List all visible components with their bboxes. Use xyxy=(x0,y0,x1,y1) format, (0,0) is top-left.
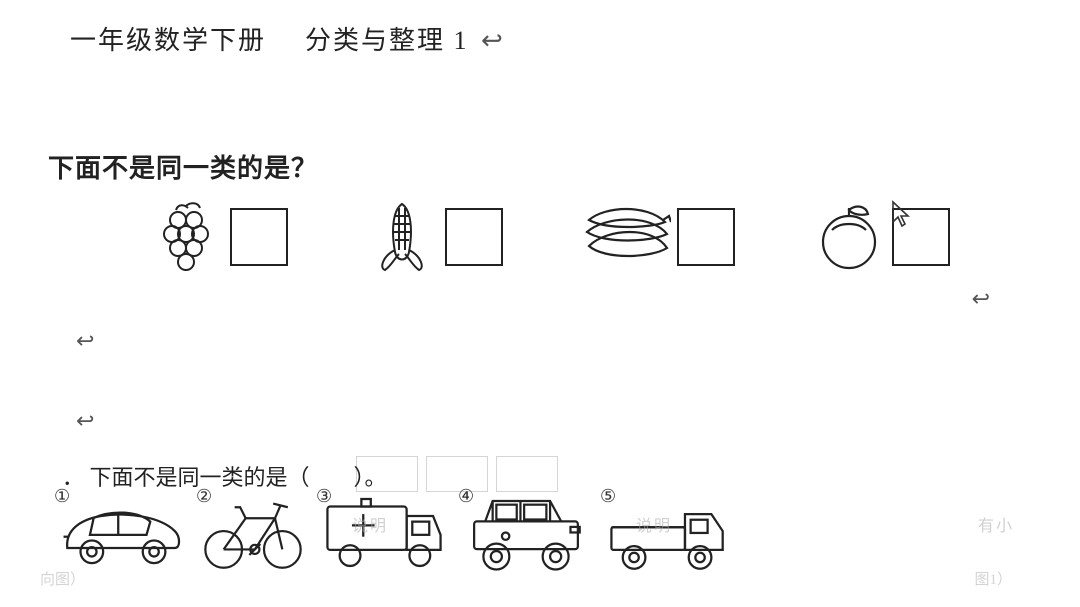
faint-text: 向图） xyxy=(40,568,85,589)
return-mark-icon: ↩ xyxy=(76,328,94,354)
car-icon xyxy=(56,488,188,576)
question-1-text: 下面不是同一类的是？ xyxy=(48,148,318,185)
worksheet-page: 一年级数学下册 分类与整理 1 ↩ 下面不是同一类的是？ xyxy=(0,0,1080,607)
return-mark-icon: ↩ xyxy=(76,408,94,434)
bicycle-icon xyxy=(198,488,308,576)
return-mark-icon: ↩ xyxy=(481,25,505,55)
option-number: ③ xyxy=(316,486,332,507)
option-bicycle[interactable]: ② xyxy=(198,488,308,576)
grapes-icon xyxy=(150,200,224,274)
option-car[interactable]: ① xyxy=(56,488,188,576)
faint-text: 说明 xyxy=(636,512,672,536)
faint-text xyxy=(788,458,832,482)
page-title: 一年级数学下册 分类与整理 1 ↩ xyxy=(70,20,505,57)
option-corn xyxy=(365,200,503,274)
option-number: ① xyxy=(54,486,70,507)
question-1-options xyxy=(150,200,950,274)
answer-box[interactable] xyxy=(677,208,735,266)
option-grapes xyxy=(150,200,288,274)
title-text-1: 一年级数学下册 xyxy=(70,26,266,55)
title-text-2: 分类与整理 1 xyxy=(305,26,469,55)
orange-icon xyxy=(812,200,886,274)
option-bananas xyxy=(581,202,735,272)
option-number: ⑤ xyxy=(600,486,616,507)
answer-box[interactable] xyxy=(230,208,288,266)
question-2-area: ． 下面不是同一类的是（ ）。 ① xyxy=(38,448,1042,598)
bananas-icon xyxy=(581,202,671,272)
faint-text: 图1） xyxy=(974,568,1012,589)
faint-text: 有小 xyxy=(978,512,1014,536)
option-orange xyxy=(812,200,950,274)
return-mark-icon: ↩ xyxy=(972,286,990,312)
vehicle-options: ① ② xyxy=(56,488,734,576)
answer-box[interactable] xyxy=(445,208,503,266)
cursor-icon xyxy=(890,200,912,228)
faint-text: 说明 xyxy=(352,512,388,536)
option-jeep[interactable]: ④ xyxy=(460,488,592,576)
option-number: ④ xyxy=(458,486,474,507)
option-number: ② xyxy=(196,486,212,507)
jeep-icon xyxy=(460,488,592,576)
corn-icon xyxy=(365,200,439,274)
